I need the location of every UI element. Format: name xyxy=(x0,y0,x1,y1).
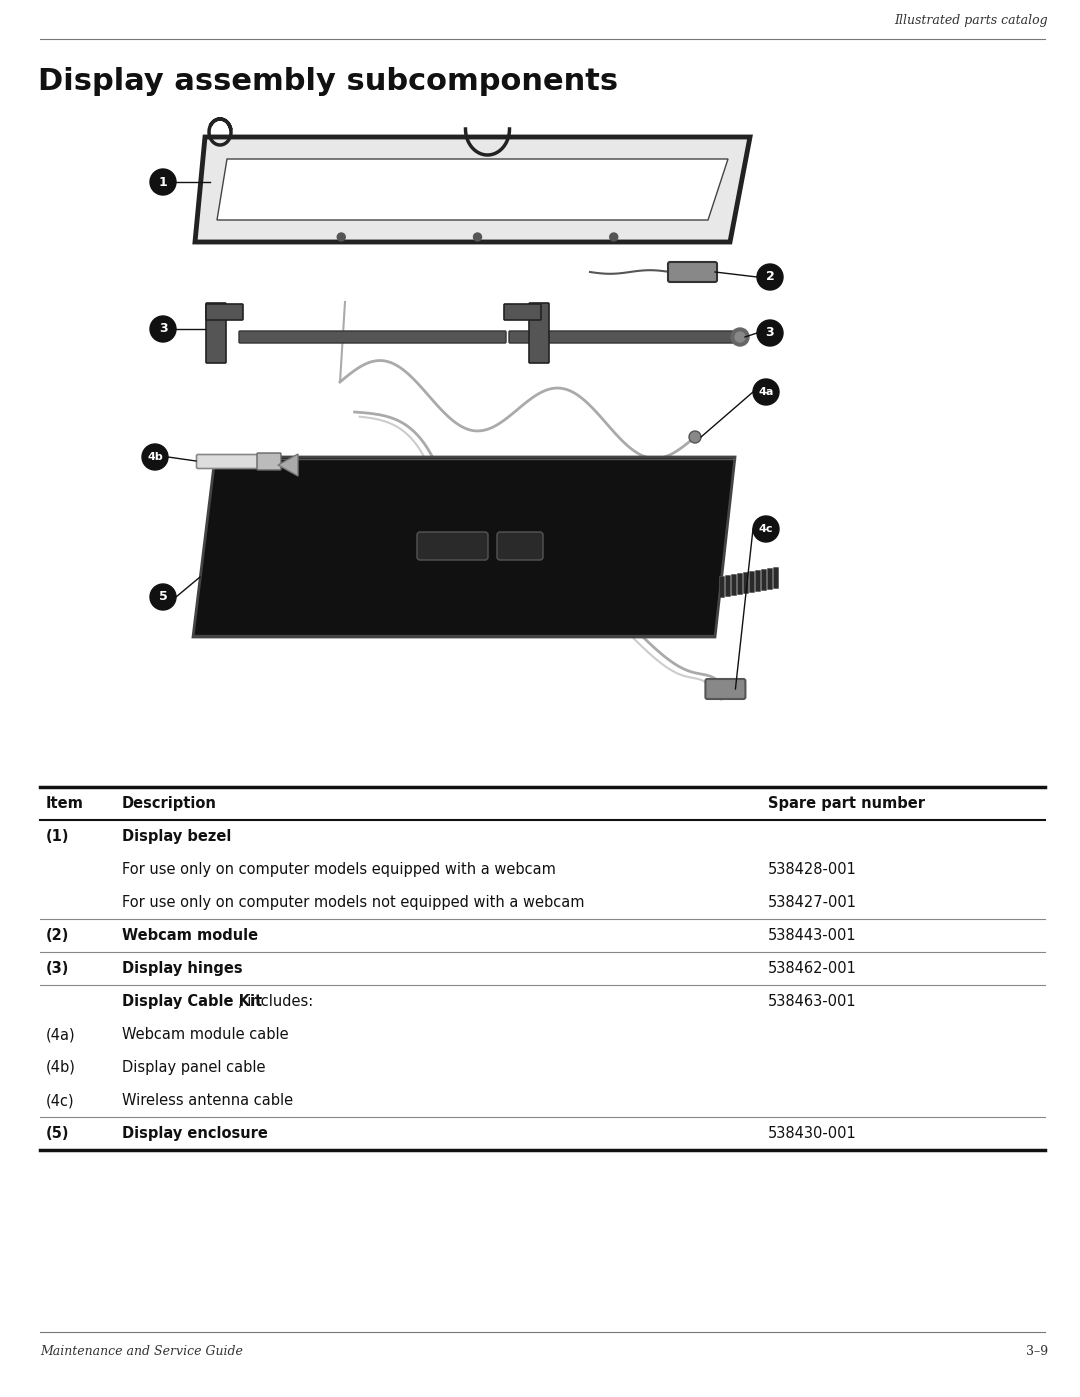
Circle shape xyxy=(337,233,346,242)
Text: Spare part number: Spare part number xyxy=(768,796,924,812)
Text: Illustrated parts catalog: Illustrated parts catalog xyxy=(894,14,1048,27)
FancyBboxPatch shape xyxy=(206,303,226,363)
Text: Display panel cable: Display panel cable xyxy=(122,1060,266,1076)
Text: 5: 5 xyxy=(159,591,167,604)
FancyBboxPatch shape xyxy=(669,263,717,282)
Text: For use only on computer models equipped with a webcam: For use only on computer models equipped… xyxy=(122,862,556,877)
FancyBboxPatch shape xyxy=(773,567,779,588)
Text: (4b): (4b) xyxy=(46,1060,76,1076)
Text: 3: 3 xyxy=(766,327,774,339)
FancyBboxPatch shape xyxy=(239,331,507,344)
Text: Display assembly subcomponents: Display assembly subcomponents xyxy=(38,67,618,96)
Text: (2): (2) xyxy=(46,928,69,943)
Text: , includes:: , includes: xyxy=(238,995,313,1009)
Text: 3: 3 xyxy=(159,323,167,335)
Text: (3): (3) xyxy=(46,961,69,977)
FancyBboxPatch shape xyxy=(705,679,745,698)
FancyBboxPatch shape xyxy=(761,570,767,591)
Circle shape xyxy=(757,320,783,346)
Text: 538427-001: 538427-001 xyxy=(768,895,858,909)
Text: 538463-001: 538463-001 xyxy=(768,995,856,1009)
Text: 4a: 4a xyxy=(758,387,773,397)
FancyBboxPatch shape xyxy=(731,574,737,595)
Text: (1): (1) xyxy=(46,828,69,844)
FancyBboxPatch shape xyxy=(197,454,265,468)
Text: 3–9: 3–9 xyxy=(1026,1345,1048,1358)
FancyBboxPatch shape xyxy=(257,453,281,469)
Circle shape xyxy=(757,264,783,291)
FancyBboxPatch shape xyxy=(719,577,725,598)
Polygon shape xyxy=(217,159,728,219)
Polygon shape xyxy=(195,137,750,242)
Text: 538462-001: 538462-001 xyxy=(768,961,856,977)
Circle shape xyxy=(689,432,701,443)
Text: (5): (5) xyxy=(46,1126,69,1141)
Circle shape xyxy=(150,584,176,610)
FancyBboxPatch shape xyxy=(756,570,760,591)
FancyBboxPatch shape xyxy=(206,305,243,320)
Circle shape xyxy=(735,332,745,342)
Text: For use only on computer models not equipped with a webcam: For use only on computer models not equi… xyxy=(122,895,584,909)
Text: Wireless antenna cable: Wireless antenna cable xyxy=(122,1092,293,1108)
Text: 538430-001: 538430-001 xyxy=(768,1126,856,1141)
Text: Maintenance and Service Guide: Maintenance and Service Guide xyxy=(40,1345,243,1358)
Text: 1: 1 xyxy=(159,176,167,189)
Polygon shape xyxy=(193,457,735,637)
Text: 4c: 4c xyxy=(759,524,773,534)
Text: 4b: 4b xyxy=(147,453,163,462)
Text: Display Cable Kit: Display Cable Kit xyxy=(122,995,262,1009)
FancyBboxPatch shape xyxy=(738,574,743,595)
FancyBboxPatch shape xyxy=(529,303,549,363)
FancyBboxPatch shape xyxy=(750,571,755,592)
Text: Webcam module cable: Webcam module cable xyxy=(122,1027,288,1042)
FancyBboxPatch shape xyxy=(504,305,541,320)
Text: 538428-001: 538428-001 xyxy=(768,862,856,877)
FancyBboxPatch shape xyxy=(509,331,735,344)
FancyBboxPatch shape xyxy=(743,573,748,594)
Text: Item: Item xyxy=(46,796,84,812)
Circle shape xyxy=(150,316,176,342)
FancyBboxPatch shape xyxy=(768,569,772,590)
Text: Webcam module: Webcam module xyxy=(122,928,258,943)
Circle shape xyxy=(753,515,779,542)
Circle shape xyxy=(731,328,750,346)
Circle shape xyxy=(753,379,779,405)
Text: Display bezel: Display bezel xyxy=(122,828,231,844)
FancyBboxPatch shape xyxy=(417,532,488,560)
Polygon shape xyxy=(278,454,298,476)
Text: 538443-001: 538443-001 xyxy=(768,928,856,943)
Circle shape xyxy=(141,444,168,469)
Circle shape xyxy=(473,233,482,242)
Text: Display enclosure: Display enclosure xyxy=(122,1126,268,1141)
Circle shape xyxy=(150,169,176,196)
Text: Description: Description xyxy=(122,796,217,812)
Text: (4c): (4c) xyxy=(46,1092,75,1108)
Text: (4a): (4a) xyxy=(46,1027,76,1042)
Circle shape xyxy=(610,233,618,242)
Text: 2: 2 xyxy=(766,271,774,284)
Text: Display hinges: Display hinges xyxy=(122,961,243,977)
FancyBboxPatch shape xyxy=(497,532,543,560)
FancyBboxPatch shape xyxy=(726,576,730,597)
